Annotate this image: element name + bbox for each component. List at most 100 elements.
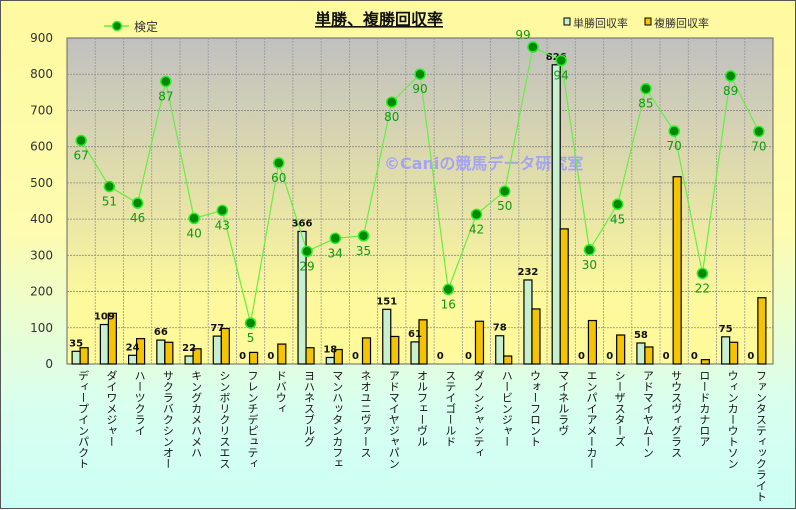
win-bar-label: 0: [352, 351, 359, 362]
win-bar-label: 0: [465, 351, 472, 362]
win-bar: [99, 323, 109, 365]
line-label: 5: [247, 331, 255, 345]
x-tick-label: ハーツクライ: [133, 370, 146, 436]
y-tick-label: 600: [30, 140, 53, 154]
win-bar-label: 58: [634, 330, 648, 341]
place-bar: [220, 327, 230, 365]
win-bar: [184, 355, 194, 365]
win-bar-label: 826: [546, 52, 567, 63]
legend-line-marker-icon: [111, 20, 123, 32]
win-bar-label: 61: [408, 329, 422, 340]
legend-bars: 単勝回収率 複勝回収率: [563, 16, 709, 30]
line-label: 70: [667, 139, 682, 153]
win-bar-label: 78: [493, 323, 507, 334]
line-marker: [188, 212, 200, 225]
win-bar-label: 151: [376, 296, 397, 307]
win-bar: [636, 342, 646, 365]
win-bar: [495, 335, 505, 365]
win-bar-label: 0: [691, 351, 698, 362]
x-tick-label: ダノンシャンティ: [472, 370, 485, 458]
x-tick-label: ウィンカーウトソン: [726, 370, 739, 469]
y-tick-label: 200: [30, 285, 53, 299]
win-bar-label: 22: [182, 343, 196, 354]
line-marker: [273, 157, 285, 169]
place-bar: [107, 312, 117, 365]
line-marker: [244, 317, 257, 329]
win-bar: [127, 354, 138, 365]
win-bar-label: 0: [578, 351, 585, 362]
line-label: 89: [723, 84, 738, 98]
line-label: 46: [130, 211, 145, 225]
line-marker: [357, 230, 370, 242]
line-marker: [498, 185, 511, 197]
x-tick-label: ドバウィ: [274, 370, 287, 414]
y-tick-label: 700: [30, 103, 53, 117]
place-bar: [672, 176, 682, 365]
x-tick-label: マンハッタンカフェ: [331, 370, 344, 469]
place-bar: [361, 337, 372, 365]
win-bar: [551, 64, 561, 365]
line-marker: [753, 125, 765, 138]
x-tick-label: ロードカナロア: [698, 370, 711, 447]
legend-win-label: 単勝回収率: [573, 16, 628, 30]
place-bar: [192, 348, 202, 365]
line-marker: [668, 125, 680, 137]
line-label: 51: [102, 195, 117, 209]
line-marker: [301, 245, 313, 258]
place-bar: [418, 319, 428, 365]
win-bar-label: 366: [292, 218, 313, 229]
place-bar: [757, 297, 767, 365]
x-tick-label: アドマイヤジャパン: [387, 370, 400, 469]
x-tick-label: キングカメハメハ: [190, 370, 203, 458]
line-marker: [696, 267, 709, 280]
place-bar: [531, 308, 541, 365]
place-bar: [333, 348, 343, 365]
x-axis: ディープインパクト ダイワメジャー ハーツクライ サクラバクシンオー キングカメハメハ シ…: [77, 369, 768, 502]
x-tick-label: サクラバクシンオー: [161, 370, 174, 469]
x-tick-label: ファンタスティックライト: [754, 370, 767, 502]
line-label: 90: [412, 82, 427, 96]
place-bar: [729, 341, 739, 365]
x-tick-label: シンボリクリスエス: [218, 370, 231, 469]
x-tick-label: ディープインパクト: [77, 369, 90, 469]
place-bar: [559, 228, 569, 365]
line-label: 60: [271, 171, 286, 185]
line-marker: [160, 75, 172, 88]
line-label: 70: [751, 139, 766, 153]
win-bar: [325, 356, 335, 365]
x-tick-label: ネオユニヴァース: [359, 370, 372, 458]
legend-line-label: 検定: [134, 19, 158, 34]
win-bar-label: 0: [747, 351, 754, 362]
line-marker: [329, 232, 342, 245]
x-tick-label: マイネルラヴ: [557, 370, 570, 436]
win-bar-label: 24: [126, 342, 140, 353]
line-label: 16: [441, 297, 456, 311]
line-marker: [414, 68, 426, 80]
place-bar: [616, 334, 626, 365]
place-bar: [277, 343, 287, 365]
y-tick-label: 500: [30, 176, 53, 190]
line-label: 42: [469, 222, 484, 236]
y-tick-label: 100: [30, 321, 53, 335]
x-tick-label: エンパイアメーカー: [585, 370, 598, 469]
x-tick-label: フレンチデピュティ: [246, 370, 259, 469]
x-tick-label: ウォーフロント: [528, 370, 541, 447]
win-bar: [297, 230, 307, 365]
line-marker: [131, 197, 144, 209]
win-bar-label: 0: [239, 351, 246, 362]
line-label: 99: [515, 28, 530, 42]
win-bar: [721, 336, 731, 365]
y-tick-label: 800: [30, 67, 53, 81]
x-tick-label: シーザスターズ: [613, 370, 626, 447]
win-bar-label: 0: [267, 351, 274, 362]
legend-win-swatch: [563, 17, 571, 26]
x-tick-label: サウスヴィグラス: [670, 370, 683, 458]
line-marker: [583, 244, 596, 256]
legend-place-swatch: [644, 17, 652, 26]
line-marker: [103, 180, 116, 193]
line-marker: [724, 70, 737, 82]
win-bar-label: 77: [210, 323, 224, 334]
